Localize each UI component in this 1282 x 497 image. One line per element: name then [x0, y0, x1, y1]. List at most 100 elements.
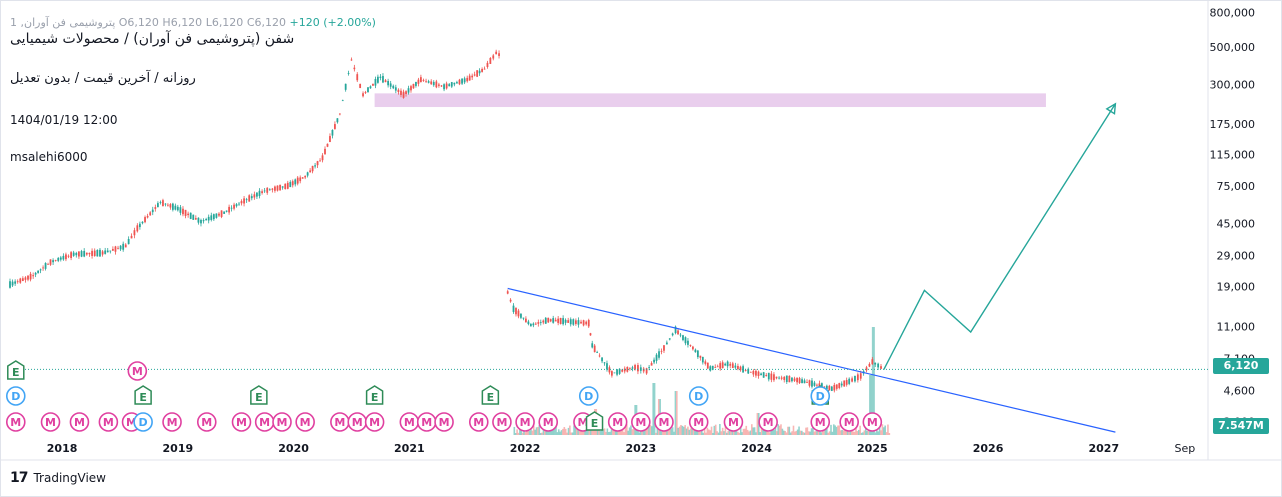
event-marker-m[interactable]: M — [40, 412, 61, 432]
volume-bar — [681, 425, 684, 435]
event-marker-m[interactable]: M — [5, 412, 26, 432]
event-marker-label: M — [763, 416, 774, 429]
price-candle — [803, 380, 806, 384]
price-candle — [729, 363, 732, 366]
event-marker-m[interactable]: M — [434, 412, 454, 432]
price-candle — [75, 252, 78, 256]
resistance-zone[interactable] — [374, 93, 1046, 108]
price-candle — [775, 376, 778, 379]
event-marker-m[interactable]: M — [69, 412, 90, 432]
event-marker-shape — [69, 412, 90, 432]
price-candle — [679, 334, 682, 336]
event-marker-m[interactable]: M — [723, 412, 744, 432]
event-marker-m[interactable]: M — [399, 412, 420, 432]
event-marker-m[interactable]: M — [688, 412, 709, 432]
event-marker-m[interactable]: M — [347, 412, 368, 432]
event-marker-m[interactable]: M — [758, 412, 778, 432]
event-marker-d[interactable]: D — [810, 386, 831, 406]
volume-bar — [726, 432, 728, 435]
descending-trendline[interactable] — [507, 287, 1116, 433]
event-marker-m[interactable]: M — [607, 412, 628, 432]
price-candle — [589, 333, 592, 336]
event-marker-m[interactable]: M — [295, 412, 315, 432]
event-marker-shape — [758, 412, 778, 432]
volume-bar — [744, 428, 746, 435]
projection-path[interactable] — [883, 103, 1116, 370]
price-candle — [438, 84, 440, 86]
event-marker-shape — [810, 386, 831, 406]
earnings-marker-shape — [7, 360, 25, 380]
price-candle — [856, 374, 859, 381]
price-candle — [567, 320, 570, 323]
event-marker-shape — [654, 412, 674, 432]
event-marker-m[interactable]: M — [468, 412, 489, 432]
volume-bar — [738, 432, 741, 435]
event-marker-m[interactable]: M — [98, 412, 119, 432]
event-marker-m[interactable]: M — [492, 412, 512, 432]
event-marker-e[interactable]: E — [250, 385, 268, 405]
event-marker-m[interactable]: M — [862, 412, 883, 432]
event-marker-e[interactable]: E — [481, 385, 500, 405]
price-candle — [471, 75, 474, 78]
event-marker-m[interactable]: M — [330, 412, 350, 432]
price-candle — [52, 260, 54, 263]
event-marker-d[interactable]: D — [5, 386, 26, 406]
volume-bar — [562, 428, 564, 435]
volume-bar — [866, 430, 868, 435]
volume-bar — [746, 429, 749, 435]
y-axis[interactable]: 800,000 500,000 300,000 175,000 115,000 75,00… — [1210, 6, 1256, 428]
price-candle — [230, 207, 233, 209]
event-marker-e[interactable]: E — [7, 360, 25, 380]
event-marker-d[interactable]: D — [578, 386, 599, 406]
event-marker-m[interactable]: M — [272, 412, 292, 432]
volume-bar — [841, 429, 843, 435]
event-marker-m[interactable]: M — [631, 412, 651, 432]
event-marker-m[interactable]: M — [196, 412, 217, 432]
price-candle — [256, 192, 258, 197]
volume-bar — [838, 425, 841, 435]
volume-bar — [809, 431, 811, 435]
event-marker-m[interactable]: M — [515, 412, 535, 432]
event-marker-m[interactable]: M — [810, 412, 831, 432]
x-tick-label: 2025 — [857, 442, 888, 455]
event-marker-e[interactable]: E — [585, 411, 604, 431]
event-marker-m[interactable]: M — [654, 412, 674, 432]
event-marker-m[interactable]: M — [162, 412, 182, 432]
event-marker-m[interactable]: M — [538, 412, 559, 432]
volume-bar — [756, 413, 759, 435]
event-marker-e[interactable]: E — [134, 385, 152, 405]
event-marker-d[interactable]: D — [688, 386, 709, 406]
price-candle — [833, 384, 836, 391]
x-axis[interactable]: 2018 2019 2020 2021 2022 2023 2024 2025 2026 2027… — [47, 442, 1195, 455]
volume-bar — [573, 425, 575, 435]
volume-bar — [741, 432, 743, 435]
event-marker-m[interactable]: M — [364, 412, 385, 432]
price-candle — [648, 367, 650, 369]
price-candle — [773, 374, 775, 381]
price-candle — [11, 281, 14, 286]
price-candle — [515, 307, 517, 315]
event-marker-m[interactable]: M — [416, 412, 437, 432]
volume-bar — [587, 429, 589, 435]
price-candle — [788, 375, 791, 383]
tradingview-branding[interactable]: 17 TradingView — [10, 470, 106, 486]
volume-bar — [644, 427, 646, 435]
price-candle — [587, 320, 590, 327]
price-candle — [27, 275, 29, 280]
volume-bar — [535, 427, 538, 435]
volume-bar — [530, 429, 532, 435]
event-markers[interactable]: EMDEEEEDDEDMMMMMDMMMMMMMMMMMMMMMMMEMMMMM… — [5, 360, 883, 432]
event-marker-m[interactable]: M — [839, 412, 859, 432]
price-candle — [811, 380, 813, 387]
event-marker-e[interactable]: E — [365, 385, 384, 405]
event-marker-m[interactable]: M — [127, 361, 148, 381]
price-candle — [752, 370, 755, 375]
event-marker-d[interactable]: D — [133, 412, 153, 432]
event-marker-m[interactable]: M — [231, 412, 252, 432]
price-candle — [284, 183, 287, 190]
price-candle — [184, 209, 187, 216]
price-candle — [453, 82, 456, 85]
event-marker-m[interactable]: M — [254, 412, 275, 432]
low-value: L6,120 — [205, 16, 244, 29]
